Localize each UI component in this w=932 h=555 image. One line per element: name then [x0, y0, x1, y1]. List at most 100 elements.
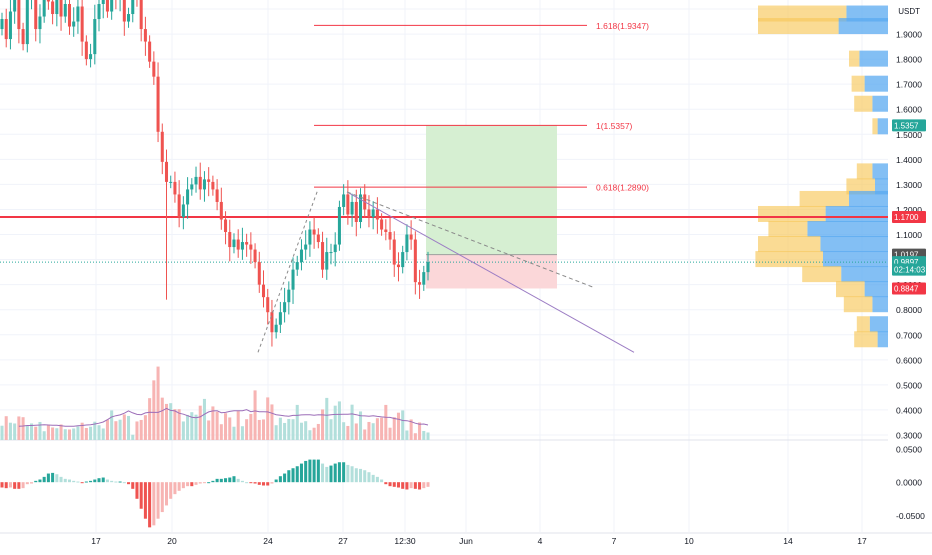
price-axis[interactable]: USDT 1.9000 1.8000 1.7000 1.6000 1.5000 1.4000…: [888, 0, 932, 550]
price-badge-label: 1.5357: [894, 121, 919, 130]
volume-bar: [114, 421, 118, 440]
candle-body: [160, 131, 164, 162]
volume-bar: [287, 418, 291, 440]
volume-profile-bar: [849, 50, 860, 67]
volume-profile-bar: [864, 281, 888, 298]
oscillator-bar: [325, 466, 329, 483]
time-tick-label: 10: [684, 536, 694, 546]
zigzag-line[interactable]: [257, 189, 319, 353]
candle-body: [42, 0, 46, 17]
oscillator-bar: [131, 482, 135, 489]
oscillator-bar: [409, 482, 413, 489]
volume-bar: [160, 397, 164, 440]
volume-bar: [34, 426, 38, 440]
volume-bar: [97, 425, 101, 440]
price-badge-bg: [892, 119, 926, 132]
candle-body: [219, 201, 223, 220]
candle-body: [350, 201, 354, 215]
volume-bar: [51, 427, 55, 440]
oscillator-bar: [34, 480, 38, 483]
volume-bar: [118, 419, 122, 440]
trendline[interactable]: [346, 191, 635, 353]
volume-profile-bar: [823, 251, 888, 268]
oscillator-bar: [190, 482, 194, 487]
oscillator-bar: [405, 482, 409, 490]
volume-bar: [173, 409, 177, 440]
candle-body: [380, 219, 384, 230]
volume-bar: [177, 409, 181, 440]
dashed-projection[interactable]: [346, 191, 594, 288]
candle-body: [270, 312, 274, 333]
candle-body: [93, 19, 97, 55]
time-tick-label: 7: [612, 536, 617, 546]
candle-body: [396, 264, 400, 268]
volume-bar: [127, 415, 131, 440]
oscillator-bar: [401, 482, 405, 489]
oscillator-bar: [215, 478, 219, 483]
volume-bar: [249, 413, 253, 440]
volume-bar: [426, 432, 430, 440]
candle-body: [224, 219, 228, 233]
candle-body: [283, 302, 287, 313]
volume-profile-bar: [838, 18, 888, 35]
volume-profile-bar: [872, 118, 878, 135]
oscillator-bar: [105, 479, 109, 483]
candle-body: [426, 262, 430, 273]
volume-bar: [207, 420, 211, 440]
volume-bar: [329, 419, 333, 440]
volume-profile-bar: [877, 331, 888, 348]
volume-bar: [80, 422, 84, 440]
candle-body: [232, 239, 236, 248]
candle-body: [84, 41, 88, 60]
volume-bar: [337, 401, 341, 440]
oscillator-bar: [114, 481, 118, 483]
candle-body: [25, 0, 29, 45]
oscillator-bar: [363, 470, 367, 483]
oscillator-bar: [392, 482, 396, 487]
candle-body: [13, 0, 17, 12]
oscillator-bar: [245, 482, 249, 484]
candle-body: [316, 234, 320, 243]
candle-body: [51, 1, 55, 15]
candle-body: [274, 324, 278, 333]
oscillator-bar: [316, 459, 320, 483]
oscillator-bar: [152, 482, 156, 526]
oscillator-bar: [350, 466, 354, 483]
candle-body: [388, 232, 392, 240]
volume-bar: [257, 419, 261, 440]
candle-body: [401, 252, 405, 268]
oscillator-bar: [278, 476, 282, 483]
volume: [0, 366, 430, 440]
volume-bar: [384, 404, 388, 440]
volume-bar: [89, 426, 93, 440]
volume-bar: [164, 403, 169, 440]
volume-bar: [363, 429, 367, 440]
price-badge-label: 02:14:03: [894, 266, 926, 275]
oscillator-bar: [380, 479, 384, 483]
price-tick-label: 1.3000: [896, 180, 922, 190]
volume-profile-bar: [859, 50, 888, 67]
volume-bar: [46, 424, 50, 440]
oscillator-bar: [224, 478, 228, 483]
volume-bar: [401, 410, 405, 440]
oscillator-bar: [261, 482, 266, 486]
volume-bar: [270, 404, 274, 440]
volume-bar: [392, 417, 396, 440]
price-tick-label: 1.5000: [896, 130, 922, 140]
oscillator-bar: [354, 468, 358, 483]
candle-body: [367, 209, 371, 217]
stop-zone[interactable]: [426, 254, 557, 289]
price-tick-label: 1.6000: [896, 105, 922, 115]
time-axis[interactable]: 17 20 24 27 12:30 Jun 4 7 10 14 17: [0, 532, 932, 546]
oscillator-bar: [202, 482, 206, 484]
volume-profile-bar: [758, 205, 826, 222]
target-zone[interactable]: [426, 125, 557, 255]
candle-body: [190, 184, 194, 190]
volume-bar: [253, 390, 257, 440]
oscillator-bar: [240, 480, 244, 483]
oscillator-bar: [25, 482, 29, 485]
oscillator-bar: [63, 478, 67, 483]
volume-bar: [232, 426, 236, 440]
